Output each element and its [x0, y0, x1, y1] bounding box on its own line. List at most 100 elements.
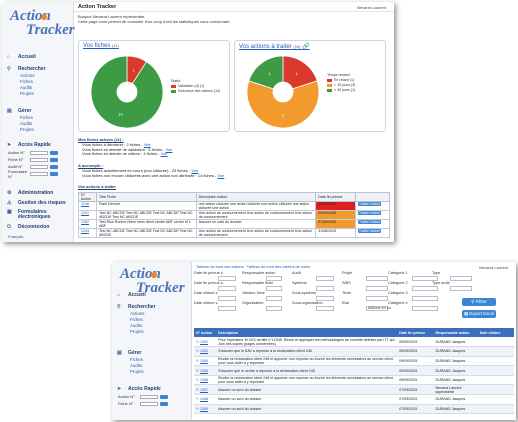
nav-rech-fiches[interactable]: Fiches	[20, 79, 33, 84]
voir-link[interactable]: Voir	[160, 151, 168, 157]
nav-accueil[interactable]: ⌂ Accueil	[112, 292, 191, 299]
nav-gerer-fiches[interactable]: Fiches	[20, 115, 33, 120]
language-select[interactable]: Français	[8, 234, 24, 239]
filter-input[interactable]	[412, 286, 438, 291]
col-titre-fiche[interactable]: Titre Fiche	[95, 192, 197, 202]
nav-rech-fiches[interactable]: Fiches	[130, 317, 143, 322]
nav-gerer-projets[interactable]: Projets	[20, 127, 34, 132]
nav-deconnexion[interactable]: ⏻ Déconnexion	[2, 224, 73, 231]
action-number-link[interactable]: 1266	[200, 378, 209, 383]
cell-num-action[interactable]: 1236	[78, 201, 97, 211]
filter-input[interactable]	[218, 306, 236, 311]
action-number-link[interactable]: 1267	[200, 387, 209, 392]
quick-audit-input[interactable]	[30, 164, 48, 169]
filter-button[interactable]: ⚲ Filtrer	[462, 298, 496, 306]
cell-num-action[interactable]: 1262	[78, 219, 97, 229]
quick-fiche-go-button[interactable]	[160, 401, 168, 406]
nav-risques[interactable]: ⚠ Gestion des risques	[2, 200, 73, 207]
filter-input[interactable]	[316, 286, 334, 291]
nav-gerer-fiches[interactable]: Fiches	[130, 357, 143, 362]
user-name[interactable]: Nevarra Laurent	[479, 265, 508, 270]
action-number-link[interactable]: 1269	[200, 406, 209, 411]
user-name[interactable]: Nevarra Laurent	[357, 5, 386, 10]
col-description[interactable]: Description	[216, 328, 398, 337]
quick-action-go-button[interactable]	[50, 150, 58, 155]
nav-rech-actions[interactable]: Actions	[20, 73, 35, 78]
voir-link[interactable]: Voir	[191, 167, 199, 173]
filter-input[interactable]	[218, 276, 236, 281]
pie-slice[interactable]	[248, 55, 284, 90]
filter-input[interactable]	[412, 296, 438, 301]
cell-num-action[interactable]: ✎ 1263	[194, 346, 217, 357]
cell-num-action[interactable]: ✎ 1262	[194, 337, 217, 348]
cell-num-action[interactable]: ✎ 1264	[194, 356, 217, 367]
col-num-action[interactable]: N° Action	[194, 328, 217, 337]
voir-link[interactable]: Voir	[143, 141, 151, 147]
nav-rechercher[interactable]: ⚲ Rechercher	[112, 304, 191, 311]
quick-action-input[interactable]	[30, 150, 48, 155]
filter-input[interactable]	[316, 306, 334, 311]
filter-input[interactable]	[450, 286, 472, 291]
cell-num-action[interactable]: ✎ 1266	[194, 375, 217, 386]
filter-input[interactable]	[366, 306, 388, 311]
nav-formulaires[interactable]: ▦ Formulaires électroniques	[2, 210, 73, 222]
panel-actions-title[interactable]: Vos actions à traiter (10) 🔗	[235, 41, 385, 52]
edit-icon[interactable]: ✎	[196, 368, 200, 373]
nav-accueil[interactable]: ⌂ Accueil	[2, 54, 73, 61]
filter-input[interactable]	[450, 276, 472, 281]
filter-input[interactable]	[266, 276, 282, 281]
filter-input[interactable]	[412, 276, 438, 281]
cell-num-action[interactable]: ✎ 1269	[194, 404, 217, 415]
col-date-cloture[interactable]: Date clôture	[477, 328, 514, 337]
col-num-action[interactable]: N° Action	[78, 192, 97, 202]
cell-num-action[interactable]: ✎ 1265	[194, 365, 217, 376]
action-number-link[interactable]: 1268	[200, 397, 209, 402]
quick-fiche-input[interactable]	[30, 157, 48, 162]
quick-fiche-go-button[interactable]	[50, 157, 58, 162]
filter-input[interactable]	[366, 276, 388, 281]
quick-fiche-input[interactable]	[140, 401, 158, 406]
nav-rech-projets[interactable]: Projets	[130, 329, 144, 334]
nav-gerer-projets[interactable]: Projets	[130, 369, 144, 374]
col-date-fin[interactable]: Date fin prévue	[397, 328, 434, 337]
cell-num-action[interactable]: ✎ 1267	[194, 384, 217, 396]
cell-num-action[interactable]: ✎ 1268	[194, 394, 217, 405]
nav-rech-actions[interactable]: Actions	[130, 311, 145, 316]
nav-gerer[interactable]: ▤ Gérer	[2, 108, 73, 115]
col-date-fin[interactable]: Date fin prévue	[315, 192, 357, 202]
cell-num-action[interactable]: 1241	[78, 210, 97, 220]
filter-input[interactable]	[316, 296, 334, 301]
col-description[interactable]: Description Action	[195, 192, 317, 202]
etat-select-value[interactable]: Actions en co	[368, 306, 391, 310]
traiter-action-button[interactable]: Traiter l'action	[358, 202, 382, 206]
nav-gerer-audits[interactable]: Audits	[130, 363, 143, 368]
breadcrumb[interactable]: Tableau de bord des actions · Tableau de…	[196, 265, 311, 269]
quick-audit-go-button[interactable]	[50, 164, 58, 169]
edit-icon[interactable]: ✎	[196, 349, 200, 354]
action-number-link[interactable]: 1263	[200, 349, 209, 354]
nav-administration[interactable]: ⚙ Administration	[2, 190, 73, 197]
filter-input[interactable]	[266, 296, 282, 301]
filter-input[interactable]	[266, 286, 282, 291]
export-excel-button[interactable]: ▦ Export Excel	[462, 310, 496, 318]
nav-gerer[interactable]: ▤ Gérer	[112, 350, 191, 357]
edit-icon[interactable]: ✎	[196, 358, 200, 363]
filter-input[interactable]	[366, 296, 388, 301]
pie-slice[interactable]	[246, 80, 320, 129]
pie-slice[interactable]	[90, 55, 164, 129]
quick-action-input[interactable]	[140, 394, 158, 399]
traiter-action-button[interactable]: Traiter l'action	[358, 211, 382, 215]
filter-input[interactable]	[412, 306, 438, 311]
action-number-link[interactable]: 1264	[200, 358, 209, 363]
edit-icon[interactable]: ✎	[196, 406, 200, 411]
filter-input[interactable]	[218, 296, 236, 301]
traiter-action-button[interactable]: Traiter l'action	[358, 220, 382, 224]
nav-gerer-audits[interactable]: Audits	[20, 121, 33, 126]
nav-rech-audits[interactable]: Audits	[20, 85, 33, 90]
voir-link[interactable]: Voir	[217, 172, 225, 178]
action-number-link[interactable]: 1265	[200, 368, 209, 373]
edit-icon[interactable]: ✎	[196, 339, 200, 344]
quick-form-go-button[interactable]	[50, 171, 58, 176]
action-number-link[interactable]: 1262	[200, 339, 209, 344]
nav-rech-audits[interactable]: Audits	[130, 323, 143, 328]
